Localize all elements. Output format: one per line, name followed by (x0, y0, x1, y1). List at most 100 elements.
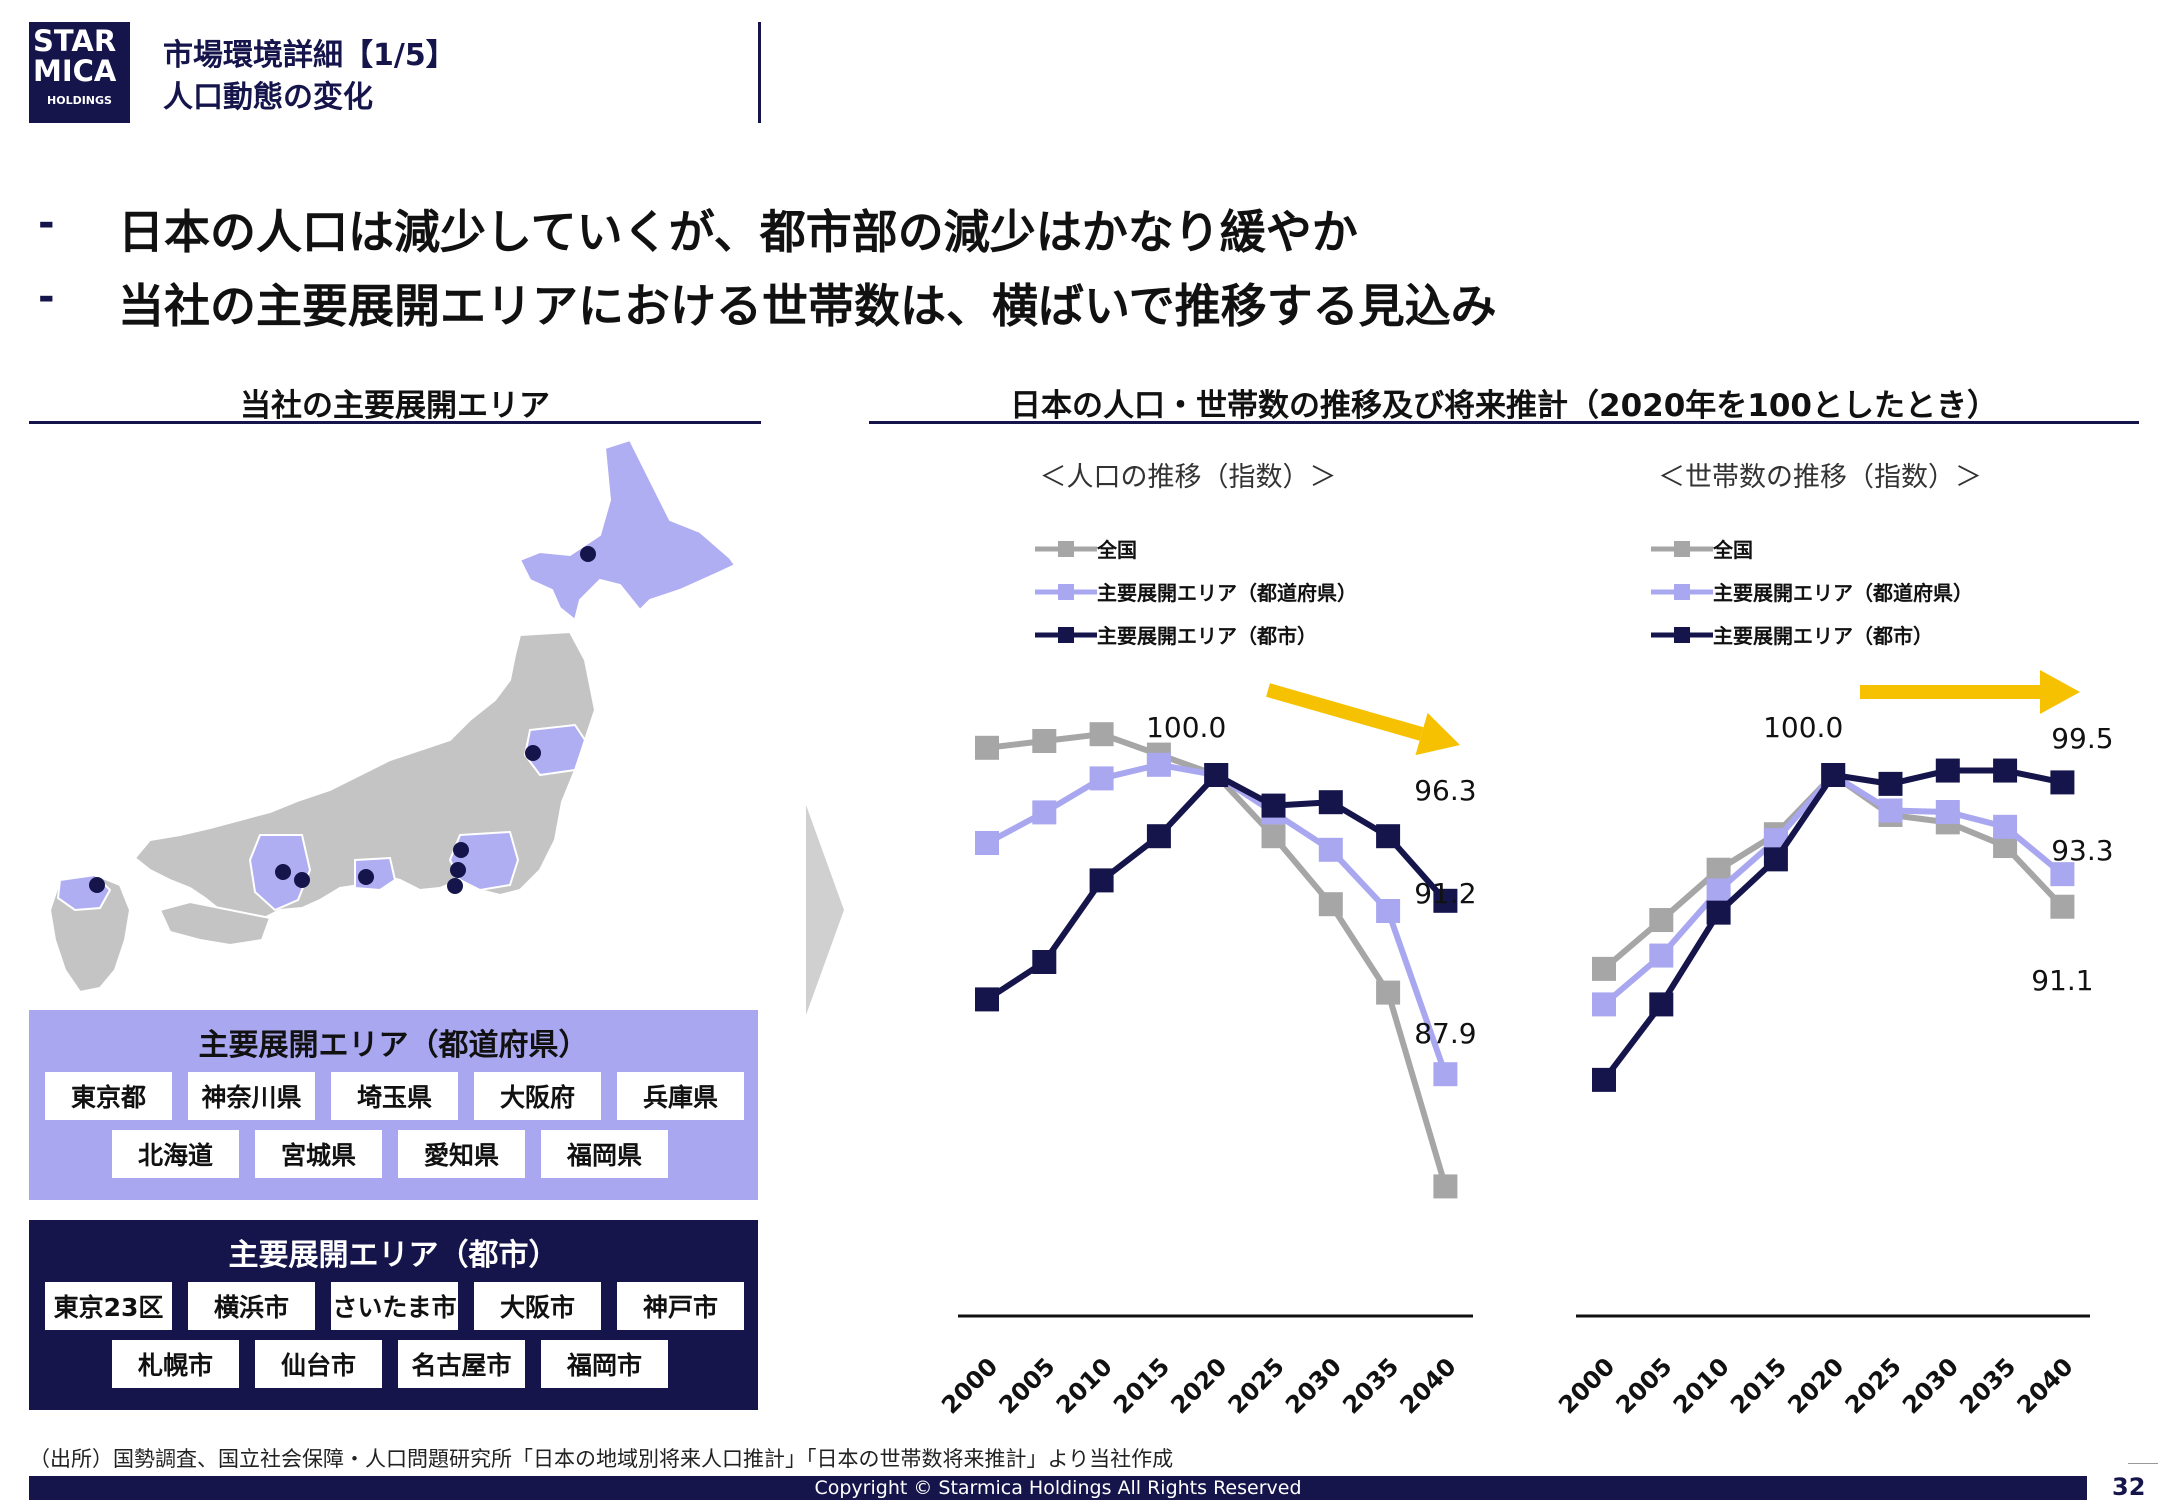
data-point (1706, 878, 1731, 903)
area-section-rule (29, 421, 761, 424)
x-tick-label: 2035 (1954, 1352, 2021, 1419)
data-label: 100.0 (1763, 711, 1843, 744)
legend-label: 主要展開エリア（都道府県） (1713, 581, 1973, 605)
x-tick-label: 2000 (936, 1352, 1003, 1419)
city-panel-title: 主要展開エリア（都市） (228, 1238, 559, 1273)
logo-line-1: STAR (33, 24, 117, 58)
legend-swatch-marker (1058, 541, 1074, 557)
x-tick-label: 2010 (1051, 1352, 1118, 1419)
data-label: 87.9 (1414, 1017, 1476, 1050)
prefecture-chip: 兵庫県 (617, 1072, 744, 1120)
chart-title: ＜世帯数の推移（指数）＞ (1658, 462, 1982, 493)
trend-arrow-shaft (1266, 683, 1424, 741)
dot-nagoya (358, 869, 374, 885)
header-divider (758, 22, 761, 123)
dot-osaka (275, 864, 291, 880)
page-number: 32 (2112, 1473, 2146, 1501)
bullet-2: 当社の主要展開エリアにおける世帯数は、横ばいで推移する見込み (118, 279, 1497, 333)
data-point (1032, 950, 1057, 974)
x-tick-label: 2035 (1337, 1352, 1404, 1419)
data-point (1089, 722, 1114, 747)
data-point (1032, 800, 1057, 825)
prefecture-chip: 宮城県 (255, 1130, 382, 1178)
legend-swatch-marker (1674, 627, 1690, 643)
dot-saitama (450, 862, 466, 878)
dot-yokohama (447, 878, 463, 894)
data-label: 99.5 (2051, 722, 2113, 755)
data-point (975, 987, 999, 1012)
prefecture-chip: 神奈川県 (188, 1072, 315, 1120)
city-chip: 大阪市 (474, 1282, 601, 1330)
page-number-rule (2128, 1463, 2158, 1464)
data-point (1089, 868, 1114, 893)
data-point (1649, 908, 1674, 933)
japan-map (48, 440, 737, 994)
chevron-right-icon (806, 805, 844, 1015)
legend-swatch-marker (1674, 584, 1690, 600)
bullet-1: 日本の人口は減少していくが、都市部の減少はかなり緩やか (118, 205, 1358, 259)
dot-sendai (525, 745, 541, 761)
data-point (1935, 758, 1960, 783)
prefecture-chip: 埼玉県 (331, 1072, 458, 1120)
company-logo: STAR MICA HOLDINGS (29, 22, 130, 123)
logo-line-3: HOLDINGS (47, 94, 112, 107)
data-point (1592, 956, 1616, 981)
bullet-marker-1: - (38, 200, 55, 246)
x-tick-label: 2025 (1840, 1352, 1907, 1419)
header-title: 市場環境詳細【1/5】 (163, 38, 456, 73)
city-chip: 仙台市 (255, 1340, 382, 1388)
data-point (1763, 847, 1788, 872)
series-line (1602, 772, 2065, 1007)
data-point (1376, 899, 1401, 923)
x-tick-label: 2015 (1108, 1352, 1175, 1419)
city-chip: 名古屋市 (398, 1340, 525, 1388)
data-point (1935, 800, 1960, 824)
x-tick-label: 2020 (1165, 1352, 1232, 1419)
city-chip: 神戸市 (617, 1282, 744, 1330)
data-point (1433, 1062, 1458, 1087)
city-panel: 主要展開エリア（都市） 東京23区 横浜市 さいたま市 大阪市 神戸市 札幌市 … (29, 1220, 758, 1410)
data-point (1146, 752, 1171, 777)
bullet-marker-2: - (38, 274, 55, 320)
data-point (1261, 824, 1286, 849)
legend-label: 主要展開エリア（都市） (1097, 624, 1317, 648)
legend-label: 全国 (1712, 538, 1753, 562)
x-tick-label: 2005 (1611, 1352, 1678, 1419)
data-point (1204, 763, 1229, 787)
data-point (975, 735, 999, 760)
data-label: 91.1 (2031, 964, 2093, 997)
city-chip: 福岡市 (541, 1340, 668, 1388)
data-point (1592, 992, 1616, 1017)
data-point (1318, 892, 1343, 917)
logo-line-2: MICA (33, 54, 117, 88)
data-label: 93.3 (2051, 834, 2113, 867)
prefecture-chip: 大阪府 (474, 1072, 601, 1120)
city-chip: さいたま市 (331, 1282, 458, 1330)
data-point (1592, 1067, 1616, 1092)
city-chip: 札幌市 (112, 1340, 239, 1388)
data-point (1706, 900, 1731, 925)
data-point (1878, 771, 1903, 796)
x-tick-label: 2000 (1553, 1352, 1620, 1419)
data-point (1649, 943, 1674, 968)
x-tick-label: 2025 (1223, 1352, 1290, 1419)
x-tick-label: 2005 (994, 1352, 1061, 1419)
data-point (1433, 888, 1458, 913)
x-tick-label: 2030 (1897, 1352, 1964, 1419)
trend-arrow-head (1415, 712, 1460, 756)
legend-swatch-marker (1058, 627, 1074, 643)
data-point (1649, 992, 1674, 1017)
x-tick-label: 2015 (1725, 1352, 1792, 1419)
legend-label: 主要展開エリア（都道府県） (1097, 581, 1357, 605)
data-point (1433, 1174, 1458, 1199)
data-point (1376, 824, 1401, 849)
data-label: 100.0 (1146, 711, 1226, 744)
dot-tokyo (453, 842, 469, 858)
city-chip: 東京23区 (45, 1282, 172, 1330)
legend-swatch-marker (1674, 541, 1690, 557)
data-label: 96.3 (1414, 774, 1476, 807)
chart-section-rule (869, 421, 2139, 424)
data-point (1032, 729, 1057, 753)
prefecture-panel: 主要展開エリア（都道府県） 東京都 神奈川県 埼玉県 大阪府 兵庫県 北海道 宮… (29, 1010, 758, 1200)
